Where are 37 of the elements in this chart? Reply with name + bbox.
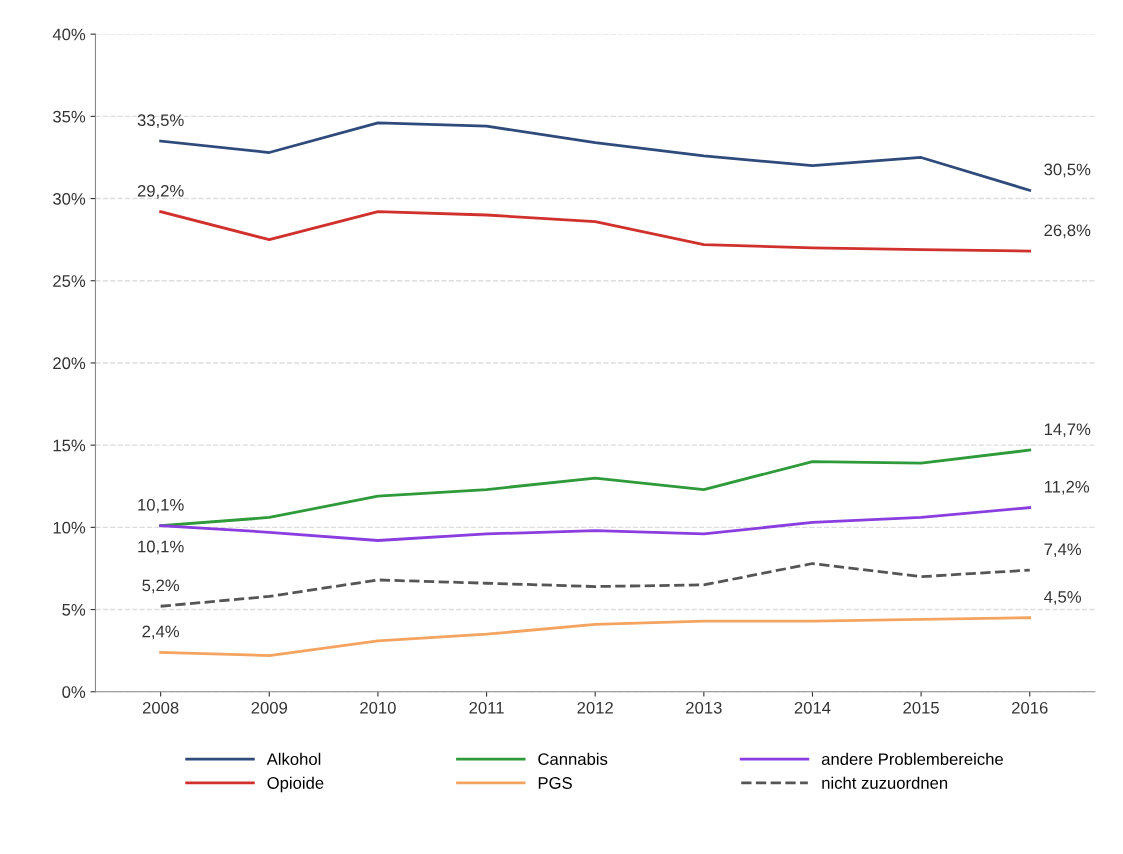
legend-label: Alkohol [266,752,321,766]
data-label: 7,4% [1044,543,1082,558]
x-tick-label: 2013 [686,701,722,714]
y-tick-label: 15% [53,439,86,452]
legend-label: Cannabis [538,752,608,766]
x-tick-label: 2011 [469,701,504,714]
x-tick-label: 2014 [794,701,831,714]
legend-label: PGS [538,777,572,789]
legend-label: nicht zuzuordnen [822,776,948,789]
x-tick-label: 2016 [1012,701,1048,714]
x-tick-label: 2008 [142,701,179,714]
y-tick-label: 40% [52,28,86,41]
data-label: 26,8% [1044,224,1091,239]
y-tick-label: 35% [53,110,86,123]
data-label: 5,2% [142,579,180,594]
data-label: 4,5% [1044,591,1082,605]
y-tick-label: 10% [53,521,86,534]
x-tick-label: 2009 [251,701,288,714]
legend-label: Opioide [267,776,324,793]
line-series [159,210,1032,253]
data-label: 11,2% [1044,480,1090,495]
data-label: 29,2% [137,184,184,199]
y-tick-label: 25% [53,275,86,287]
data-label: 14,7% [1044,423,1091,438]
x-tick-label: 2010 [360,701,396,714]
y-tick-label: 5% [62,604,86,616]
x-tick-label: 2012 [577,701,613,714]
x-tick-label: 2015 [903,701,939,714]
y-tick-label: 30% [53,192,86,205]
data-label: 10,1% [138,498,184,513]
data-label: 10,1% [138,540,184,555]
data-label: 2,4% [142,625,180,640]
legend-label: andere Problembereiche [821,752,1003,766]
data-label: 33,5% [137,114,184,129]
y-tick-label: 20% [53,357,86,370]
data-label: 30,5% [1044,163,1091,178]
y-tick-label: 0% [62,686,86,698]
